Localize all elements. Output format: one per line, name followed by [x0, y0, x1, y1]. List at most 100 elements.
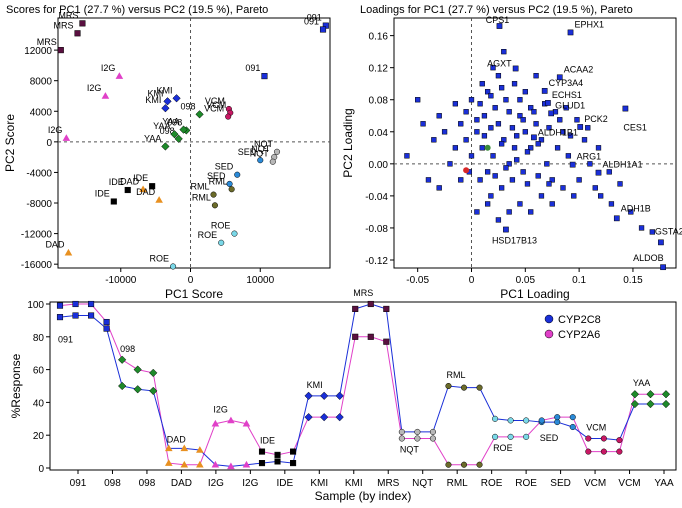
loadings-point-label: HSD17B13 — [492, 236, 537, 246]
loadings-point — [628, 209, 634, 215]
scores-point — [228, 186, 235, 193]
response-point-cyp2a6 — [630, 390, 640, 399]
response-point-cyp2c8 — [72, 312, 79, 319]
loadings-point — [587, 161, 593, 167]
response-x-tick-label: 098 — [139, 478, 156, 489]
response-point-cyp2c8 — [196, 446, 204, 453]
loadings-point-label: PCK2 — [584, 114, 608, 124]
response-point-cyp2a6 — [290, 448, 297, 455]
loadings-labeled-point — [496, 23, 503, 29]
loadings-point — [488, 93, 494, 99]
response-x-tick-label: RML — [447, 478, 469, 489]
response-group-label: 098 — [120, 344, 135, 354]
scores-point-label: SED — [215, 162, 234, 172]
response-x-tick-label: MRS — [377, 478, 400, 489]
loadings-point — [458, 177, 464, 183]
response-x-tick-label: NQT — [412, 478, 433, 489]
scores-point — [261, 73, 268, 80]
loadings-point — [606, 169, 612, 175]
response-point-cyp2a6 — [585, 448, 592, 455]
response-x-tick-label: 098 — [104, 478, 121, 489]
response-group-label: DAD — [167, 434, 187, 444]
loadings-point-label: AGXT — [487, 58, 512, 68]
scores-point — [139, 185, 147, 193]
loadings-point — [649, 229, 655, 235]
scores-point-label: RML — [209, 176, 228, 186]
loadings-point-label: ALDOB — [633, 253, 664, 263]
scores-point — [225, 113, 232, 120]
scores-point-label: DAD — [120, 176, 140, 186]
loadings-point — [549, 177, 555, 183]
response-point-cyp2a6 — [398, 435, 405, 442]
scores-point-label: IDE — [95, 188, 110, 198]
loadings-point — [535, 173, 541, 179]
loadings-labeled-point — [613, 215, 620, 222]
response-point-cyp2a6 — [335, 413, 344, 422]
scores-y-tick-label: -8000 — [26, 199, 52, 210]
loadings-point — [517, 97, 523, 103]
loadings-point — [528, 145, 534, 151]
response-point-cyp2a6 — [569, 414, 576, 421]
response-point-cyp2c8 — [585, 435, 592, 442]
loadings-point — [498, 185, 505, 191]
scores-point-label: 098 — [160, 126, 175, 136]
response-group-label: ROE — [493, 443, 513, 453]
response-x-axis-title: Sample (by index) — [315, 489, 412, 503]
response-point-cyp2c8 — [227, 462, 235, 470]
response-point-cyp2c8 — [88, 312, 95, 319]
response-point-cyp2c8 — [414, 428, 421, 435]
loadings-point — [531, 109, 537, 115]
response-point-cyp2a6 — [492, 433, 499, 440]
legend-cyp2a6-label: CYP2A6 — [558, 329, 600, 341]
loadings-labeled-point — [531, 134, 537, 141]
scores-y-axis-title: PC2 Score — [3, 114, 17, 172]
loadings-labeled-point — [567, 29, 574, 36]
scores-point-label: MRS — [54, 20, 74, 30]
response-point-cyp2c8 — [398, 428, 405, 435]
loadings-point — [474, 209, 480, 215]
response-point-cyp2a6 — [429, 435, 436, 442]
loadings-point — [431, 137, 437, 143]
loadings-labeled-point — [541, 88, 548, 94]
scores-point — [269, 158, 276, 165]
scores-point — [257, 157, 264, 164]
scores-point-label: 091 — [245, 63, 260, 73]
response-point-cyp2c8 — [476, 384, 483, 391]
loadings-labeled-point — [545, 100, 551, 106]
response-point-cyp2c8 — [118, 381, 127, 391]
response-point-cyp2c8 — [320, 391, 329, 400]
loadings-point — [571, 193, 577, 199]
loadings-point — [415, 97, 421, 103]
scores-point — [211, 202, 218, 209]
loadings-point — [495, 217, 502, 223]
response-point-cyp2a6 — [103, 318, 110, 326]
loadings-point — [477, 177, 483, 183]
response-plot-frame — [49, 301, 677, 471]
scores-point — [57, 47, 64, 54]
response-point-cyp2c8 — [352, 305, 359, 312]
loadings-point — [617, 181, 623, 187]
loadings-point — [563, 105, 569, 111]
scores-point — [226, 180, 233, 187]
scores-point — [170, 263, 177, 270]
loadings-point — [560, 129, 566, 135]
scores-point-label: DAD — [136, 187, 156, 197]
loadings-point — [509, 125, 516, 131]
loadings-point — [546, 181, 552, 187]
loadings-point — [404, 153, 410, 159]
loadings-point — [535, 141, 541, 147]
response-point-cyp2a6 — [274, 451, 281, 458]
response-point-cyp2a6 — [414, 435, 421, 442]
loadings-point — [581, 137, 588, 143]
response-point-cyp2c8 — [460, 384, 468, 391]
response-point-cyp2a6 — [72, 300, 79, 308]
loadings-point — [598, 193, 604, 199]
response-point-cyp2c8 — [133, 385, 142, 394]
loadings-point-label: ECHS1 — [552, 90, 582, 100]
loadings-point — [463, 137, 469, 143]
loadings-point — [511, 145, 518, 151]
scores-point-label: DAD — [45, 240, 65, 250]
loadings-y-tick-label: -0.08 — [365, 224, 388, 235]
loadings-point — [477, 101, 483, 107]
loadings-point — [528, 209, 534, 215]
